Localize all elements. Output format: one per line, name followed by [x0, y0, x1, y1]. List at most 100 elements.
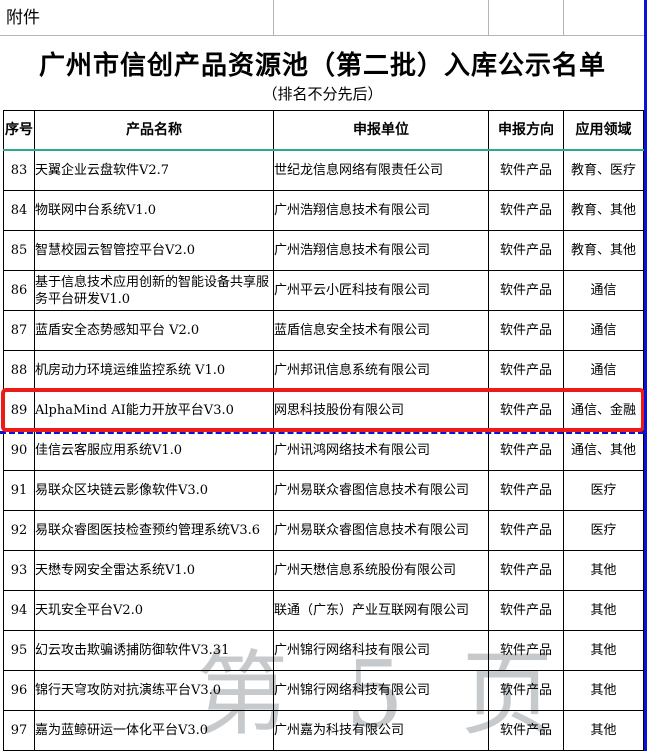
cell-declaring-unit: 世纪龙信息网络有限责任公司 [273, 149, 489, 191]
cell-product-name: 机房动力环境运维监控系统 V1.0 [34, 350, 274, 391]
cell-product-name: 幻云攻击欺骗诱捕防御软件V3.31 [34, 630, 274, 671]
table-row: 97 嘉为蓝鲸研运一体化平台V3.0 广州嘉为科技有限公司 软件产品 其他 [3, 710, 644, 751]
cell-declaring-unit: 广州锦行网络科技有限公司 [273, 670, 489, 711]
cell-declaration-direction: 软件产品 [488, 550, 564, 591]
cell-declaration-direction: 软件产品 [488, 590, 564, 631]
cell-application-field: 通信 [563, 270, 644, 311]
cell-application-field: 通信、其他 [563, 430, 644, 471]
cell-declaring-unit: 广州浩翔信息技术有限公司 [273, 190, 489, 231]
table-row: 91 易联众区块链云影像软件V3.0 广州易联众睿图信息技术有限公司 软件产品 医疗 [3, 470, 644, 511]
cell-declaration-direction: 软件产品 [488, 510, 564, 551]
cell-product-name: 易联众区块链云影像软件V3.0 [34, 470, 274, 511]
cell-declaring-unit: 广州嘉为科技有限公司 [273, 710, 489, 751]
cell-index: 94 [3, 590, 35, 631]
column-header-product-name: 产品名称 [34, 110, 274, 151]
cell-application-field: 通信、金融 [563, 390, 644, 431]
cell-index: 95 [3, 630, 35, 671]
cell-index: 87 [3, 310, 35, 351]
cell-application-field: 通信 [563, 350, 644, 391]
cell-declaration-direction: 软件产品 [488, 430, 564, 471]
table-body: 83 天翼企业云盘软件V2.7 世纪龙信息网络有限责任公司 软件产品 教育、医疗 84 物联… [3, 149, 644, 751]
cell-product-name: 易联众睿图医技检查预约管理系统V3.6 [34, 510, 274, 551]
cell-declaration-direction: 软件产品 [488, 270, 564, 311]
cell-index: 84 [3, 190, 35, 231]
cell-declaration-direction: 软件产品 [488, 149, 564, 191]
cell-declaring-unit: 广州邦讯信息系统有限公司 [273, 350, 489, 391]
cell-product-name: 蓝盾安全态势感知平台 V2.0 [34, 310, 274, 351]
cell-declaration-direction: 软件产品 [488, 470, 564, 511]
cell-declaring-unit: 广州讯鸿网络技术有限公司 [273, 430, 489, 471]
cell-application-field: 其他 [563, 550, 644, 591]
cell-application-field: 教育、其他 [563, 190, 644, 231]
cell-application-field: 医疗 [563, 470, 644, 511]
cell-index: 88 [3, 350, 35, 391]
cell-declaration-direction: 软件产品 [488, 710, 564, 751]
cell-application-field: 其他 [563, 590, 644, 631]
table-row: 88 机房动力环境运维监控系统 V1.0 广州邦讯信息系统有限公司 软件产品 通信 [3, 350, 644, 391]
cell-product-name: 物联网中台系统V1.0 [34, 190, 274, 231]
cell-product-name: AlphaMind AI能力开放平台V3.0 [34, 390, 274, 431]
cell-declaration-direction: 软件产品 [488, 350, 564, 391]
table-row: 85 智慧校园云智管控平台V2.0 广州浩翔信息技术有限公司 软件产品 教育、其他 [3, 230, 644, 271]
cell-application-field: 通信 [563, 310, 644, 351]
cell-product-name: 天玑安全平台V2.0 [34, 590, 274, 631]
cell-product-name: 天懋专网安全雷达系统V1.0 [34, 550, 274, 591]
cell-product-name: 锦行天穹攻防对抗演练平台V3.0 [34, 670, 274, 711]
page-subtitle: （排名不分先后） [262, 85, 383, 103]
cell-application-field: 其他 [563, 710, 644, 751]
cell-index: 92 [3, 510, 35, 551]
cell-product-name: 嘉为蓝鲸研运一体化平台V3.0 [34, 710, 274, 751]
column-header-application-field: 应用领域 [563, 110, 644, 151]
cell-index: 96 [3, 670, 35, 711]
gridline-vertical [488, 0, 489, 35]
cell-declaring-unit: 蓝盾信息安全技术有限公司 [273, 310, 489, 351]
cell-index: 89 [3, 390, 35, 431]
cell-declaration-direction: 软件产品 [488, 390, 564, 431]
cell-declaring-unit: 广州浩翔信息技术有限公司 [273, 230, 489, 271]
cell-application-field: 教育、医疗 [563, 149, 644, 191]
cell-declaration-direction: 软件产品 [488, 310, 564, 351]
cell-declaring-unit: 广州易联众睿图信息技术有限公司 [273, 470, 489, 511]
table-row: 87 蓝盾安全态势感知平台 V2.0 蓝盾信息安全技术有限公司 软件产品 通信 [3, 310, 644, 351]
cell-application-field: 医疗 [563, 510, 644, 551]
cell-declaring-unit: 网思科技股份有限公司 [273, 390, 489, 431]
cell-product-name: 天翼企业云盘软件V2.7 [34, 149, 274, 191]
cell-index: 86 [3, 270, 35, 311]
cell-application-field: 其他 [563, 630, 644, 671]
gridline-horizontal [0, 35, 644, 36]
cell-declaring-unit: 广州平云小匠科技有限公司 [273, 270, 489, 311]
cell-declaring-unit: 广州天懋信息系统股份有限公司 [273, 550, 489, 591]
gridline-vertical [563, 0, 564, 35]
cell-application-field: 教育、其他 [563, 230, 644, 271]
cell-index: 85 [3, 230, 35, 271]
table-header-row: 序号 产品名称 申报单位 申报方向 应用领域 [3, 110, 644, 151]
cell-declaring-unit: 广州易联众睿图信息技术有限公司 [273, 510, 489, 551]
cell-declaring-unit: 联通（广东）产业互联网有限公司 [273, 590, 489, 631]
cell-declaration-direction: 软件产品 [488, 670, 564, 711]
column-header-index: 序号 [3, 110, 35, 151]
table-row: 84 物联网中台系统V1.0 广州浩翔信息技术有限公司 软件产品 教育、其他 [3, 190, 644, 231]
cell-index: 93 [3, 550, 35, 591]
cell-index: 90 [3, 430, 35, 471]
cell-index: 83 [3, 149, 35, 191]
column-header-declaring-unit: 申报单位 [273, 110, 489, 151]
table-row: 96 锦行天穹攻防对抗演练平台V3.0 广州锦行网络科技有限公司 软件产品 其他 [3, 670, 644, 711]
cell-index: 97 [3, 710, 35, 751]
product-listing-table: 序号 产品名称 申报单位 申报方向 应用领域 83 天翼企业云盘软件V2.7 世纪龙… [3, 110, 644, 751]
cell-declaration-direction: 软件产品 [488, 230, 564, 271]
cell-declaring-unit: 广州锦行网络科技有限公司 [273, 630, 489, 671]
cell-declaration-direction: 软件产品 [488, 190, 564, 231]
table-row: 86 基于信息技术应用创新的智能设备共享服务平台研发V1.0 广州平云小匠科技有限公… [3, 270, 644, 311]
cell-index: 91 [3, 470, 35, 511]
cell-product-name: 智慧校园云智管控平台V2.0 [34, 230, 274, 271]
table-row-highlighted: 89 AlphaMind AI能力开放平台V3.0 网思科技股份有限公司 软件产品 通信… [3, 390, 644, 431]
table-row: 90 佳信云客服应用系统V1.0 广州讯鸿网络技术有限公司 软件产品 通信、其他 [3, 430, 644, 471]
table-row: 94 天玑安全平台V2.0 联通（广东）产业互联网有限公司 软件产品 其他 [3, 590, 644, 631]
table-row: 95 幻云攻击欺骗诱捕防御软件V3.31 广州锦行网络科技有限公司 软件产品 其他 [3, 630, 644, 671]
cell-product-name: 基于信息技术应用创新的智能设备共享服务平台研发V1.0 [34, 270, 274, 311]
table-row: 93 天懋专网安全雷达系统V1.0 广州天懋信息系统股份有限公司 软件产品 其他 [3, 550, 644, 591]
cell-declaration-direction: 软件产品 [488, 630, 564, 671]
page-title: 广州市信创产品资源池（第二批）入库公示名单 [38, 51, 606, 81]
table-row: 92 易联众睿图医技检查预约管理系统V3.6 广州易联众睿图信息技术有限公司 软件产品… [3, 510, 644, 551]
